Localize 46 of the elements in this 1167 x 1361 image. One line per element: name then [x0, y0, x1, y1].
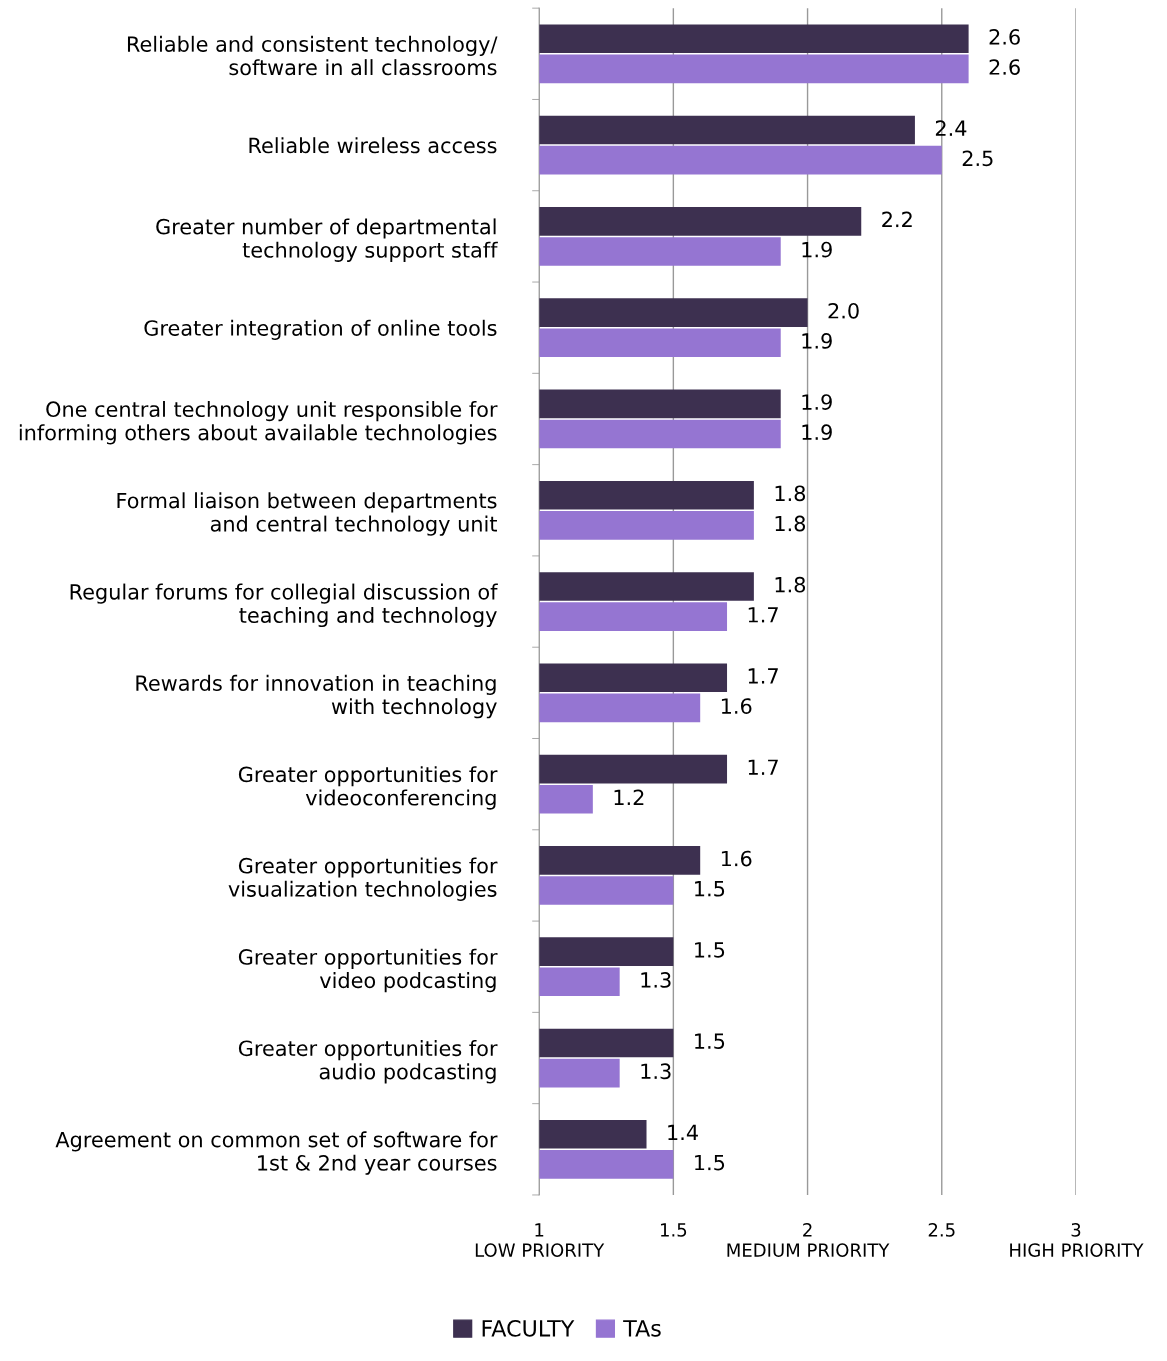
data-label: 1.4	[668, 1124, 698, 1140]
y-tick-label: Greater opportunities for visualization technologies	[228, 857, 498, 901]
data-label: 1.5	[695, 1154, 725, 1171]
data-label: 2.4	[935, 120, 967, 136]
data-label: 1.9	[802, 424, 832, 441]
y-tick-label: Reliable wireless access	[249, 137, 497, 154]
data-label: 2.0	[828, 302, 859, 319]
x-tick-label: 1 LOW PRIORITY	[475, 1223, 605, 1257]
data-label: 1.8	[775, 485, 806, 502]
data-label: 1.3	[641, 972, 671, 988]
y-tick-label: Reliable and consistent technology/ software in all classrooms	[127, 35, 498, 76]
data-label: 1.5	[695, 1033, 725, 1049]
data-label: 1.2	[614, 789, 644, 805]
data-label: 1.6	[721, 698, 752, 714]
data-label: 1.5	[695, 881, 725, 897]
y-tick-label: Greater opportunities for video podcasting	[238, 948, 498, 993]
y-tick-label: Agreement on common set of software for 1st & 2nd year courses	[55, 1131, 498, 1175]
data-label: 1.7	[748, 759, 778, 775]
x-tick-label: 2.5	[928, 1223, 955, 1237]
data-label: 1.6	[721, 850, 752, 867]
data-label: 2.5	[962, 150, 993, 167]
y-tick-label: Greater opportunities for audio podcasting	[238, 1040, 498, 1084]
data-label: 2.6	[989, 59, 1020, 75]
y-tick-label: One central technology unit responsible for informing others about available technologies	[19, 400, 498, 445]
x-tick-label: 2 MEDIUM PRIORITY	[727, 1223, 890, 1257]
y-tick-label: Regular forums for collegial discussion of teaching and technology	[70, 583, 498, 628]
data-label: 1.7	[748, 607, 778, 623]
data-label: 1.7	[748, 668, 778, 684]
y-tick-label: Greater opportunities for videoconferencing	[238, 766, 498, 810]
data-label: 1.8	[775, 515, 806, 532]
data-label: 2.6	[989, 29, 1020, 45]
data-label: 1.3	[641, 1063, 671, 1080]
x-tick-label: 1.5	[660, 1223, 687, 1237]
y-tick-label: Greater number of departmental technology support staff	[156, 218, 498, 262]
data-label: 1.9	[802, 333, 832, 349]
y-tick-label: Greater integration of online tools	[144, 319, 497, 340]
data-label: 2.2	[882, 211, 912, 228]
data-label: 1.9	[802, 394, 832, 410]
y-tick-label: Formal liaison between departments and central technology unit	[117, 492, 497, 536]
y-tick-label: Rewards for innovation in teaching with technology	[136, 674, 497, 719]
legend-label: FACULTY	[482, 1319, 575, 1337]
data-label: 1.8	[775, 576, 806, 593]
data-label: 1.9	[802, 241, 832, 258]
x-tick-label: 3 HIGH PRIORITY	[1010, 1223, 1144, 1257]
legend-label: TAs	[623, 1320, 661, 1337]
data-label: 1.5	[695, 942, 725, 958]
